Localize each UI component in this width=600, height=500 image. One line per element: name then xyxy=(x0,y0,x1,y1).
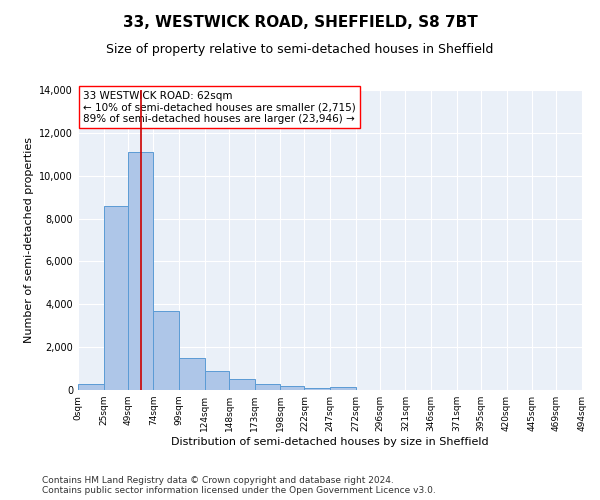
Bar xyxy=(229,380,254,390)
X-axis label: Distribution of semi-detached houses by size in Sheffield: Distribution of semi-detached houses by … xyxy=(171,437,489,447)
Bar xyxy=(280,386,304,390)
Text: 33, WESTWICK ROAD, SHEFFIELD, S8 7BT: 33, WESTWICK ROAD, SHEFFIELD, S8 7BT xyxy=(122,15,478,30)
Text: Contains HM Land Registry data © Crown copyright and database right 2024.
Contai: Contains HM Land Registry data © Crown c… xyxy=(42,476,436,495)
Text: 33 WESTWICK ROAD: 62sqm
← 10% of semi-detached houses are smaller (2,715)
89% of: 33 WESTWICK ROAD: 62sqm ← 10% of semi-de… xyxy=(83,90,356,124)
Bar xyxy=(128,152,154,390)
Bar xyxy=(330,387,356,390)
Bar xyxy=(104,206,128,390)
Bar xyxy=(254,384,280,390)
Bar xyxy=(304,388,330,390)
Bar xyxy=(78,384,104,390)
Text: Size of property relative to semi-detached houses in Sheffield: Size of property relative to semi-detach… xyxy=(106,42,494,56)
Bar xyxy=(154,310,179,390)
Bar xyxy=(179,358,205,390)
Bar xyxy=(205,370,229,390)
Y-axis label: Number of semi-detached properties: Number of semi-detached properties xyxy=(24,137,34,343)
